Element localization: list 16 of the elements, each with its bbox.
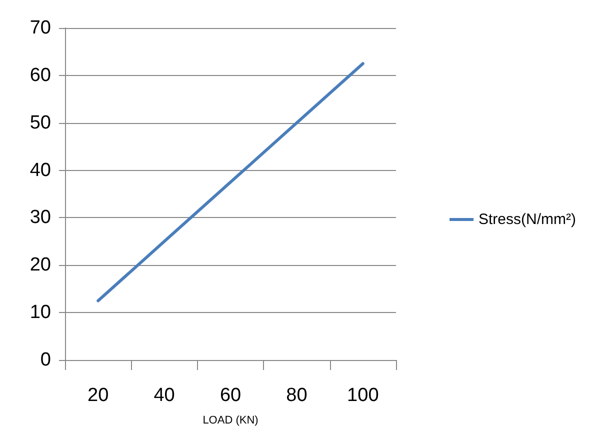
y-tick-label: 10	[30, 302, 51, 324]
x-tick-label: 20	[88, 385, 109, 406]
y-tick-label: 60	[30, 64, 51, 86]
y-tick-label: 0	[40, 350, 51, 370]
y-tick-label: 70	[30, 18, 51, 38]
x-tick-label: 100	[347, 385, 379, 406]
x-tick-label: 40	[154, 385, 175, 406]
x-tick-label: 80	[286, 385, 308, 406]
y-tick-label: 40	[30, 160, 51, 181]
x-tick-label: 60	[220, 385, 242, 406]
y-tick-label: 20	[30, 254, 51, 276]
line-series	[96, 62, 364, 302]
y-tick-label: 30	[30, 207, 51, 228]
y-tick-label: 50	[30, 112, 51, 134]
legend-label: Stress(N/mm²)	[478, 211, 576, 228]
x-axis-title: LOAD (KN)	[202, 414, 258, 426]
